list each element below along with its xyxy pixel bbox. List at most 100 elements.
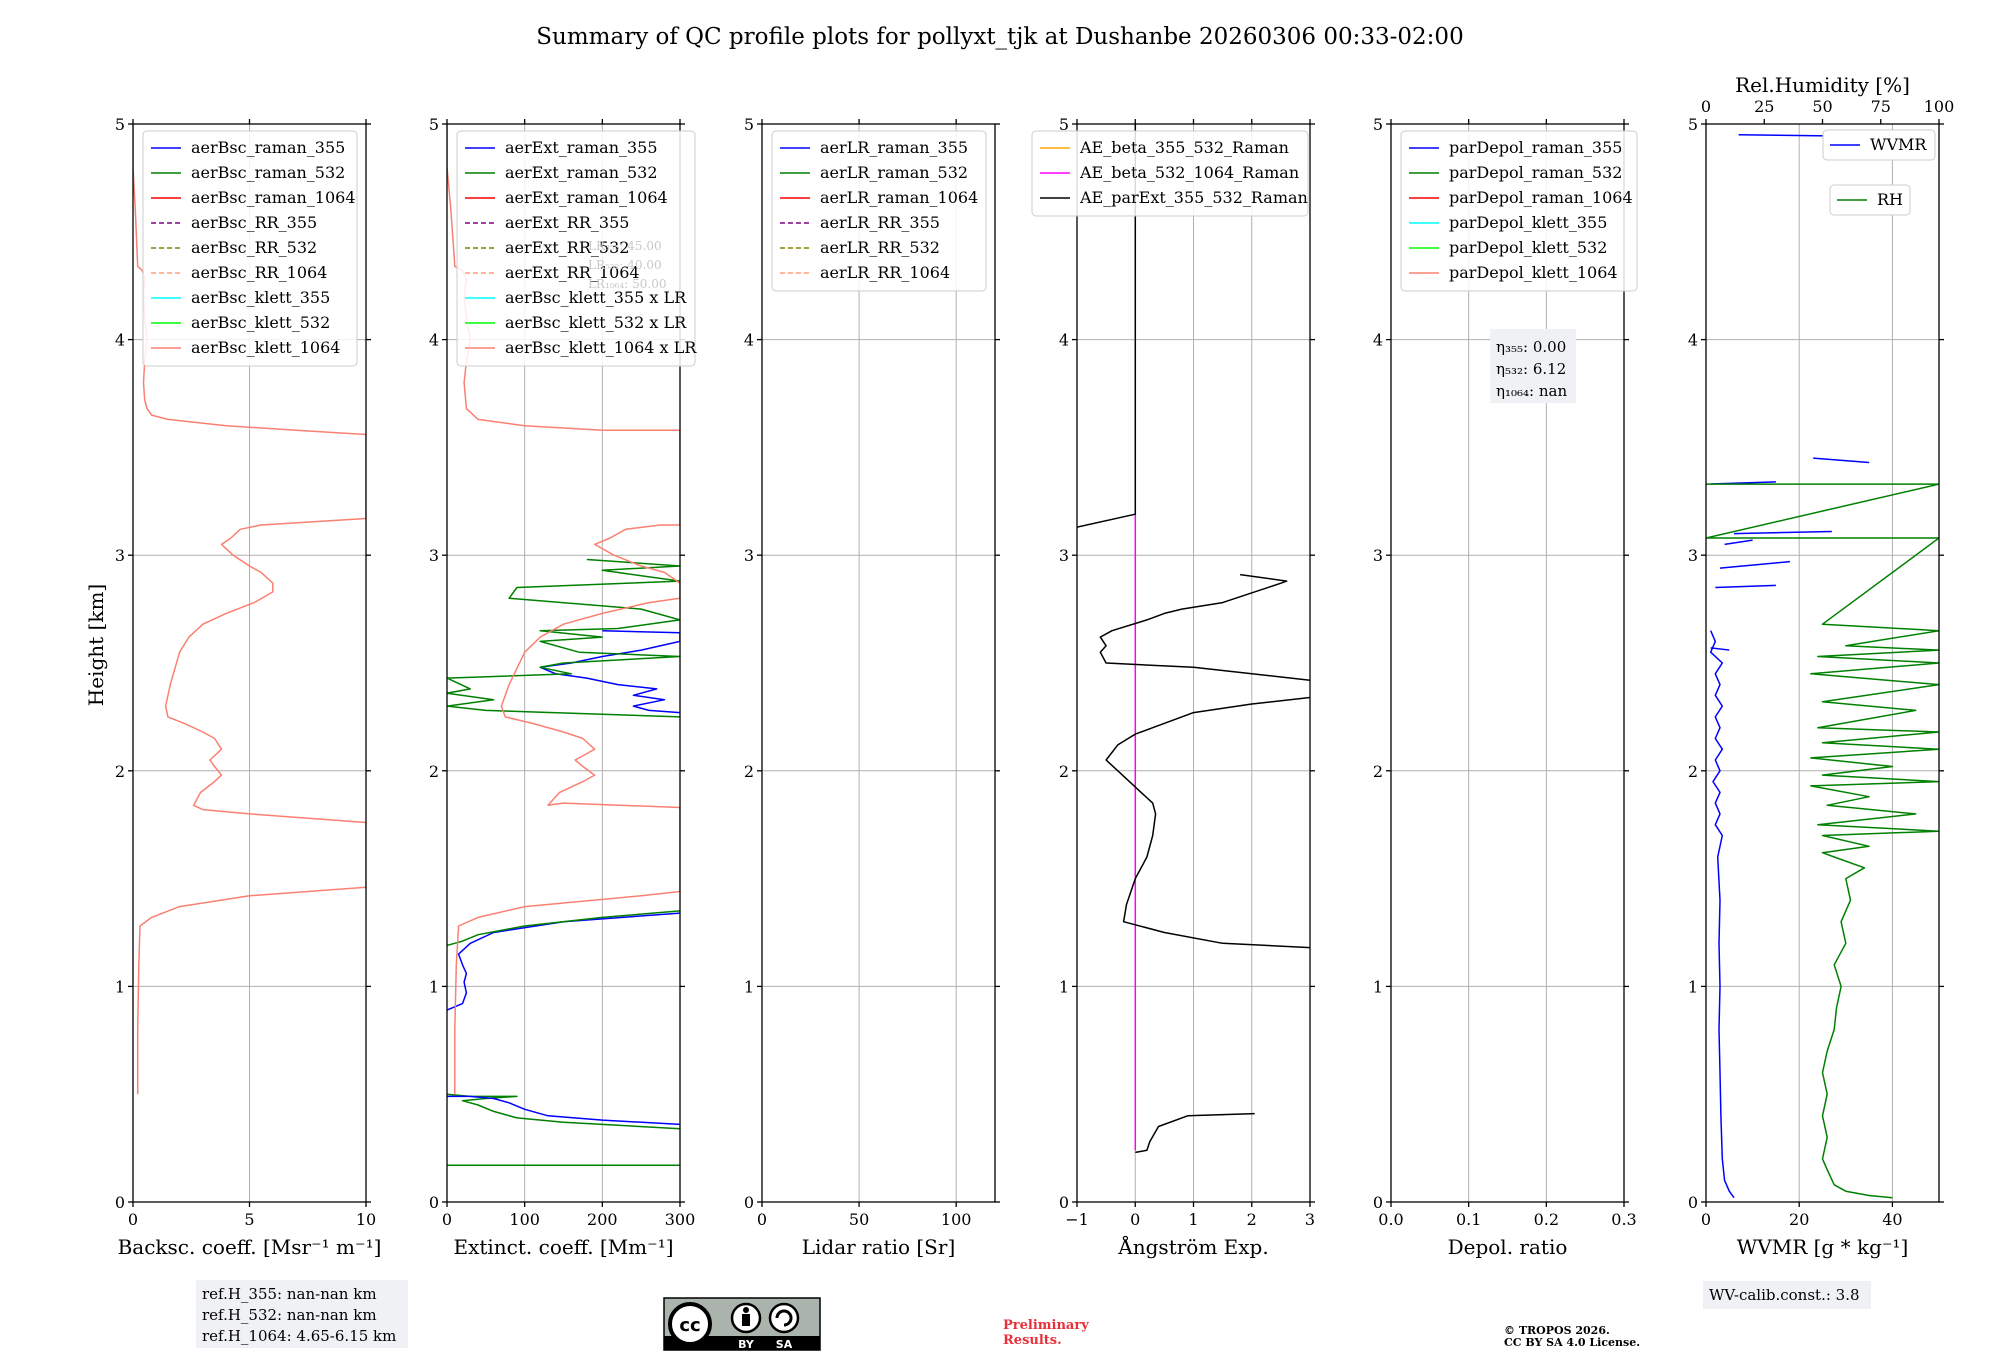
legend-label: aerExt_RR_532 [505,238,629,257]
top-x-tick-label: 75 [1871,97,1891,116]
legend: AE_beta_355_532_Raman AE_beta_532_1064_Ra… [1031,130,1309,217]
legend-label: aerBsc_RR_355 [191,213,317,232]
x-tick-label: 2 [1247,1210,1257,1229]
x-tick-label: 0 [128,1210,138,1229]
legend: aerBsc_raman_355 aerBsc_raman_532 aerBsc_r… [142,130,358,367]
axes-frame [761,123,996,1203]
y-tick-label: 3 [744,546,754,565]
series-line-aerExt_raman_532 [447,1093,680,1130]
y-tick-label: 1 [429,977,439,996]
series-group [1077,124,1310,1154]
legend-label: aerBsc_klett_1064 x LR [505,338,697,357]
y-tick-label: 1 [744,977,754,996]
ref-height-label: ref.H_532: nan-nan km [202,1306,377,1324]
series-group [1706,134,1939,1199]
y-tick-label: 4 [115,331,125,350]
legend-label: aerBsc_klett_355 x LR [505,288,687,307]
y-tick-label: 5 [115,115,125,134]
panel-ext: 0 100 200 300 0 1 2 3 4 5 Extinct. coeff. [Mm⁻¹] ae… [429,115,697,1259]
ref-height-box [196,1280,408,1348]
x-tick-label: 0 [1130,1210,1140,1229]
x-tick-label: 300 [665,1210,696,1229]
x-axis-label: Depol. ratio [1448,1235,1568,1259]
lr-label: LR₅₃₂: 40.00 [588,258,662,272]
y-tick-label: 1 [1688,977,1698,996]
legend-label: aerBsc_RR_1064 [191,263,327,282]
series-segment-WVMR [1719,560,1790,569]
legend-label: aerBsc_raman_355 [191,138,345,157]
sa-label: SA [776,1338,793,1351]
y-tick-label: 5 [429,115,439,134]
x-tick-label: 40 [1882,1210,1902,1229]
panel-bsc: 0 5 10 0 1 2 3 4 5 Backsc. coeff. [Msr⁻¹ m⁻¹] aerB… [115,115,408,1348]
y-tick-label: 2 [744,762,754,781]
rh-legend-frame [1829,184,1911,216]
series-segment-WVMR [1724,539,1753,546]
legend-label: parDepol_raman_532 [1449,163,1622,182]
x-axis-label: Lidar ratio [Sr] [802,1235,956,1259]
x-axis-label: Backsc. coeff. [Msr⁻¹ m⁻¹] [118,1235,382,1259]
copyright-line2: CC BY SA 4.0 License. [1504,1336,1640,1349]
sa-icon [768,1302,800,1334]
y-tick-label: 2 [1059,762,1069,781]
axes-frame [1390,123,1625,1203]
y-tick-label: 1 [115,977,125,996]
license-badge[interactable]: cc BY SA [663,1297,821,1351]
y-tick-label: 0 [1373,1193,1383,1212]
y-tick-label: 0 [744,1193,754,1212]
y-tick-label: 3 [1059,546,1069,565]
legend-label: aerExt_raman_1064 [505,188,668,207]
series-line-AE_parExt_355_532_Raman [1099,573,1310,681]
series-line-WVMR [1709,630,1735,1199]
copyright-line1: © TROPOS 2026. [1504,1324,1610,1337]
y-tick-label: 4 [429,331,439,350]
calib-box [1703,1281,1871,1309]
legend-label: parDepol_klett_355 [1449,213,1607,232]
y-tick-label: 3 [429,546,439,565]
y-tick-label: 2 [1373,762,1383,781]
y-tick-label: 0 [1688,1193,1698,1212]
lr-label: LR₁₀₆₄: 50.00 [588,277,666,291]
y-tick-label: 4 [1059,331,1069,350]
panel-lr: 0 50 100 0 1 2 3 4 5 Lidar ratio [Sr] aerLR_raman_… [744,115,1000,1259]
eta-label: η₃₅₅: 0.00 [1496,338,1566,356]
legend: aerLR_raman_355 aerLR_raman_532 aerLR_rama… [771,130,987,292]
y-tick-label: 0 [429,1193,439,1212]
legend-label: aerBsc_klett_1064 [191,338,340,357]
y-tick-label: 5 [1059,115,1069,134]
x-tick-label: 0.3 [1611,1210,1636,1229]
panel-depol: 0.0 0.1 0.2 0.3 0 1 2 3 4 5 Depol. ratio parDepol_r… [1373,115,1638,1259]
top-x-tick-label: 0 [1701,97,1711,116]
by-label: BY [738,1338,755,1351]
figure-title: Summary of QC profile plots for pollyxt_… [536,24,1463,50]
x-tick-label: 0 [757,1210,767,1229]
legend-label: parDepol_klett_1064 [1449,263,1618,282]
series-group [133,124,366,1095]
top-x-tick-label: 100 [1924,97,1955,116]
x-tick-label: 1 [1188,1210,1198,1229]
y-tick-label: 2 [115,762,125,781]
legend-label: AE_parExt_355_532_Raman [1079,188,1308,207]
legend-label: aerLR_raman_355 [820,138,968,157]
y-tick-label: 1 [1059,977,1069,996]
y-tick-label: 4 [744,331,754,350]
legend-label: AE_beta_355_532_Raman [1079,138,1289,157]
x-tick-label: 0 [1701,1210,1711,1229]
y-tick-label: 4 [1688,331,1698,350]
series-line-aerExt_raman_532 [447,910,680,947]
legend-label: aerExt_raman_355 [505,138,658,157]
top-x-tick-label: 50 [1812,97,1832,116]
x-axis-label: Extinct. coeff. [Mm⁻¹] [453,1235,673,1259]
y-tick-label: 0 [1059,1193,1069,1212]
cc-label: cc [679,1315,700,1336]
y-tick-label: 2 [429,762,439,781]
y-axis-label: Height [km] [84,584,108,706]
x-tick-label: 10 [356,1210,376,1229]
legend-frame [1400,130,1638,292]
legend-label: parDepol_raman_355 [1449,138,1622,157]
top-x-axis-label: Rel.Humidity [%] [1735,73,1910,97]
series-line-aerExt_raman_355 [539,629,680,714]
legend-label: parDepol_klett_532 [1449,238,1607,257]
x-tick-label: 0.0 [1378,1210,1403,1229]
